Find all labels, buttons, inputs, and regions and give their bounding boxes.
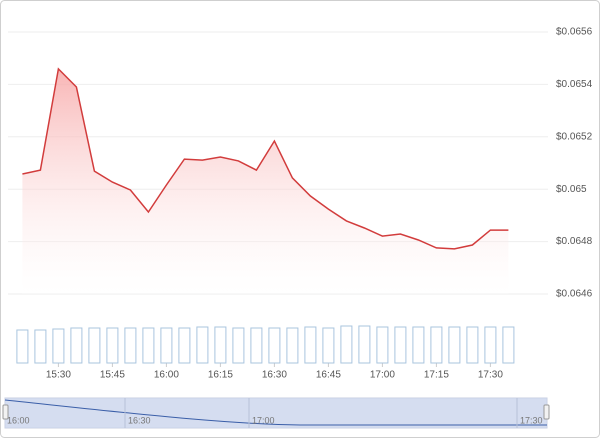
- navigator[interactable]: 16:00 16:30 17:00 17:30: [2, 397, 550, 429]
- volume-bar: [52, 328, 65, 364]
- volume-bar: [376, 326, 389, 364]
- x-tick-label: 16:30: [262, 370, 287, 381]
- volume-bar: [430, 326, 443, 364]
- navigator-line: [4, 399, 547, 426]
- volume-bar: [466, 326, 479, 364]
- volume-bar: [394, 326, 407, 364]
- navigator-label: 17:00: [252, 415, 275, 425]
- volume-bar: [412, 326, 425, 364]
- navigator-label: 17:30: [520, 415, 543, 425]
- x-tick-label: 16:15: [208, 370, 233, 381]
- y-tick-label: $0.0656: [556, 27, 593, 38]
- x-tick-label: 17:30: [478, 370, 503, 381]
- volume-bar: [484, 326, 497, 364]
- volume-bar: [250, 327, 263, 364]
- y-tick-label: $0.065: [556, 184, 587, 195]
- y-tick-label: $0.0652: [556, 131, 593, 142]
- x-tick-label: 15:45: [100, 370, 125, 381]
- y-tick-label: $0.0648: [556, 236, 593, 247]
- y-tick-label: $0.0646: [556, 289, 593, 300]
- volume-bar: [448, 326, 461, 364]
- x-tick-label: 17:00: [370, 370, 395, 381]
- navigator-label: 16:30: [128, 415, 151, 425]
- volume-bar: [340, 325, 353, 364]
- volume-bar: [70, 327, 83, 364]
- volume-bar: [214, 326, 227, 364]
- navigator-handle[interactable]: [2, 404, 9, 420]
- volume-bar: [286, 327, 299, 364]
- volume-bar: [322, 327, 335, 364]
- volume-bar: [358, 325, 371, 364]
- volume-bar: [88, 327, 101, 364]
- x-tick-label: 17:15: [424, 370, 449, 381]
- navigator-label: 16:00: [7, 415, 30, 425]
- volume-bar: [124, 327, 137, 364]
- volume-bar: [34, 329, 47, 364]
- x-tick-label: 16:00: [154, 370, 179, 381]
- volume-bar: [196, 326, 209, 364]
- navigator-handle[interactable]: [543, 404, 550, 420]
- x-tick-label: 15:30: [46, 370, 71, 381]
- volume-bar: [106, 327, 119, 364]
- y-tick-label: $0.0654: [556, 79, 593, 90]
- volume-bar: [502, 326, 515, 364]
- volume-bar: [16, 329, 29, 364]
- price-line: [22, 67, 509, 250]
- volume-bar: [232, 327, 245, 364]
- navigator-mask: [5, 398, 547, 428]
- price-area: [22, 68, 509, 295]
- x-tick-label: 16:45: [316, 370, 341, 381]
- volume-bar: [268, 327, 281, 364]
- volume-bar: [304, 326, 317, 364]
- volume-bar: [160, 327, 173, 364]
- volume-bar: [142, 327, 155, 364]
- volume-bar: [178, 327, 191, 364]
